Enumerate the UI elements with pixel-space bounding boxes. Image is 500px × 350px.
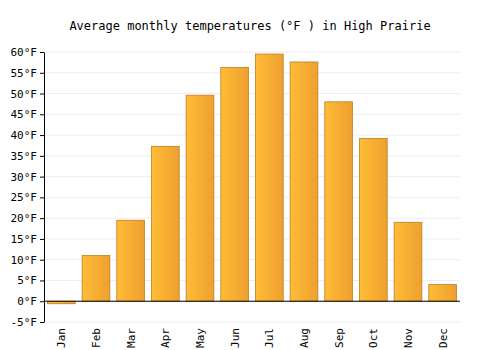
y-tick: 25°F: [11, 191, 45, 204]
y-tick-label: 15°F: [11, 233, 38, 246]
bars: [47, 54, 456, 304]
y-tick-label: 45°F: [11, 108, 38, 121]
x-tick-label: Jun: [229, 328, 242, 348]
grid-line: [44, 176, 460, 177]
bar: [255, 54, 283, 301]
y-tick-mark: [40, 52, 44, 53]
y-tick-label: 20°F: [11, 212, 38, 225]
y-tick: 35°F: [11, 150, 45, 163]
x-tick-label: Aug: [298, 328, 311, 348]
bar: [82, 256, 110, 302]
y-tick-mark: [40, 239, 44, 240]
y-tick-mark: [40, 177, 44, 178]
y-tick: 0°F: [17, 295, 44, 308]
grid-line: [44, 52, 460, 53]
grid-line: [44, 218, 460, 219]
y-tick-mark: [40, 280, 44, 281]
x-tick-label: Jul: [263, 328, 276, 348]
x-tick-label: Oct: [367, 328, 380, 348]
y-tick: 5°F: [17, 274, 44, 287]
x-tick: Mar: [125, 328, 138, 348]
title: Average monthly temperatures (°F ) in Hi…: [69, 19, 430, 33]
x-tick: Feb: [90, 328, 103, 348]
y-tick-mark: [40, 73, 44, 74]
bar: [151, 146, 179, 301]
bar: [394, 222, 422, 301]
x-tick: Aug: [298, 328, 311, 348]
y-tick-mark: [40, 114, 44, 115]
grid-line: [44, 72, 460, 73]
bar: [117, 220, 145, 301]
y-tick-mark: [40, 197, 44, 198]
y-tick-label: 55°F: [11, 67, 38, 80]
zero-line: [44, 301, 460, 302]
bar: [429, 285, 457, 302]
y-tick: -5°F: [11, 316, 45, 329]
grid-line: [44, 197, 460, 198]
y-tick-label: 50°F: [11, 88, 38, 101]
grid-line: [44, 93, 460, 94]
bar: [359, 138, 387, 301]
x-tick-label: Jan: [55, 328, 68, 348]
x-tick: May: [194, 328, 207, 348]
x-tick: Nov: [402, 328, 415, 348]
x-tick: Dec: [437, 328, 450, 348]
x-tick: Jan: [55, 328, 68, 348]
x-tick-label: Sep: [333, 328, 346, 348]
y-tick: 30°F: [11, 171, 45, 184]
y-tick: 45°F: [11, 108, 45, 121]
chart: Average monthly temperatures (°F ) in Hi…: [0, 0, 500, 350]
x-tick: Apr: [159, 328, 172, 348]
grid-line: [44, 114, 460, 115]
x-tick-label: Nov: [402, 328, 415, 348]
y-tick: 50°F: [11, 88, 45, 101]
grid-line: [44, 301, 460, 302]
y-tick: 55°F: [11, 67, 45, 80]
y-tick-mark: [40, 156, 44, 157]
bar: [186, 95, 214, 301]
x-tick: Jun: [229, 328, 242, 348]
bar: [325, 102, 353, 301]
y-tick-mark: [40, 322, 44, 323]
x-tick: Oct: [367, 328, 380, 348]
y-axis-line: [44, 53, 45, 323]
bar: [290, 62, 318, 301]
grid: [44, 52, 460, 322]
grid-line: [44, 155, 460, 156]
y-tick: 60°F: [11, 46, 45, 59]
y-tick: 15°F: [11, 233, 45, 246]
x-tick-label: Apr: [159, 328, 172, 348]
y-tick-label: 60°F: [11, 46, 38, 59]
y-tick-label: 40°F: [11, 129, 38, 142]
x-tick-label: Feb: [90, 328, 103, 348]
y-tick-label: -5°F: [11, 316, 38, 329]
y-tick-mark: [40, 301, 44, 302]
x-axis: Jan Feb Mar Apr May Jun Jul Aug Sep Oct Nov Dec: [55, 328, 449, 348]
y-tick-label: 10°F: [11, 254, 38, 267]
grid-line: [44, 135, 460, 136]
y-tick-mark: [40, 135, 44, 136]
y-tick-label: 30°F: [11, 171, 38, 184]
x-tick-label: May: [194, 328, 207, 348]
x-tick-label: Mar: [125, 328, 138, 348]
y-tick: 10°F: [11, 254, 45, 267]
y-tick-label: 5°F: [17, 274, 37, 287]
y-tick-mark: [40, 218, 44, 219]
grid-line: [44, 322, 460, 323]
y-axis: -5°F 0°F 5°F 10°F 15°F 20°F 25°F 30°F 35°F 40°F 45…: [11, 46, 45, 329]
y-tick-label: 35°F: [11, 150, 38, 163]
x-tick: Sep: [333, 328, 346, 348]
y-tick-label: 0°F: [17, 295, 37, 308]
y-tick: 20°F: [11, 212, 45, 225]
y-tick: 40°F: [11, 129, 45, 142]
bar: [221, 67, 249, 301]
y-tick-label: 25°F: [11, 191, 38, 204]
y-tick-mark: [40, 94, 44, 95]
x-tick-label: Dec: [437, 328, 450, 348]
y-tick-mark: [40, 260, 44, 261]
x-tick: Jul: [263, 328, 276, 348]
